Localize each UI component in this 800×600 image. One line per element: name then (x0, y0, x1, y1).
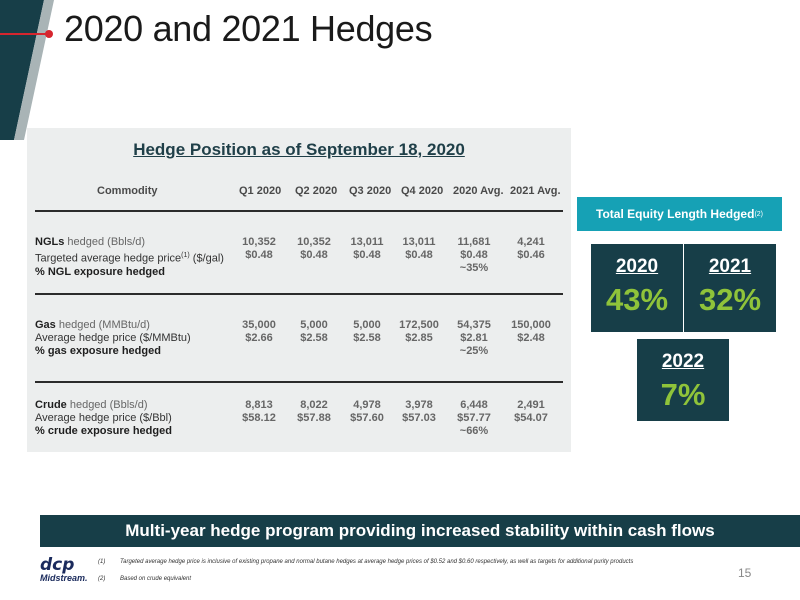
crude-q3: 4,978 $57.60 (350, 399, 384, 424)
gas-q3: 5,000 $2.58 (353, 319, 381, 344)
page-number: 15 (738, 566, 752, 580)
dcp-midstream-logo: dcp Midstream. (40, 555, 92, 588)
equity-year-2022: 2022 (661, 351, 705, 372)
header-2020-avg: 2020 Avg. (453, 185, 504, 197)
equity-year-2020: 2020 (615, 256, 659, 277)
ngl-label: NGLs hedged (Bbls/d) Targeted average he… (35, 236, 224, 278)
gas-q4: 172,500 $2.85 (399, 319, 439, 344)
header-divider (35, 210, 563, 212)
logo-wordmark: Midstream. (40, 573, 88, 583)
header-q4: Q4 2020 (401, 185, 444, 197)
table-title: Hedge Position as of September 18, 2020 (133, 140, 465, 159)
ngl-q4: 13,011 $0.48 (402, 236, 436, 261)
equity-box-2022: 2022 7% (637, 339, 729, 421)
ngl-q2: 10,352 $0.48 (297, 236, 331, 261)
crude-label: Crude hedged (Bbls/d) Average hedge pric… (35, 399, 172, 437)
header-q3: Q3 2020 (349, 185, 392, 197)
gas-q2: 5,000 $2.58 (300, 319, 328, 344)
gas-label: Gas hedged (MMBtu/d) Average hedge price… (35, 319, 191, 357)
ngl-q1: 10,352 $0.48 (242, 236, 276, 261)
equity-pct-2022: 7% (660, 377, 706, 412)
title-accent-dot (45, 30, 53, 38)
header-commodity: Commodity (97, 185, 158, 197)
ngl-divider (35, 293, 563, 295)
equity-box-2020: 2020 43% (591, 244, 683, 332)
equity-year-2021: 2021 (708, 256, 752, 277)
footnote-1: (1) Targeted average hedge price is incl… (98, 559, 634, 565)
gas-divider (35, 381, 563, 383)
crude-2020-avg: 6,448 $57.77 ~66% (457, 399, 491, 437)
summary-banner: Multi-year hedge program providing incre… (40, 515, 800, 547)
ngl-2021-avg: 4,241 $0.46 (517, 236, 545, 261)
footnote-2: (2) Based on crude equivalent (98, 576, 192, 582)
equity-hedged-header: Total Equity Length Hedged (2) (577, 197, 782, 231)
crude-q4: 3,978 $57.03 (402, 399, 436, 424)
ngl-2020-avg: 11,681 $0.48 ~35% (457, 236, 491, 274)
equity-box-2021: 2021 32% (684, 244, 776, 332)
header-q2: Q2 2020 (295, 185, 338, 197)
logo-mark: dcp (40, 555, 75, 575)
header-q1: Q1 2020 (239, 185, 282, 197)
gas-q1: 35,000 $2.66 (242, 319, 276, 344)
gas-2020-avg: 54,375 $2.81 ~25% (457, 319, 491, 357)
equity-pct-2021: 32% (698, 282, 762, 317)
equity-pct-2020: 43% (605, 282, 669, 317)
title-accent-line (0, 33, 48, 35)
crude-q2: 8,022 $57.88 (297, 399, 331, 424)
crude-2021-avg: 2,491 $54.07 (514, 399, 548, 424)
page-title: 2020 and 2021 Hedges (64, 8, 433, 49)
header-2021-avg: 2021 Avg. (510, 185, 561, 197)
ngl-q3: 13,011 $0.48 (350, 236, 384, 261)
corner-decoration (0, 0, 54, 140)
crude-q1: 8,813 $58.12 (242, 399, 276, 424)
hedge-table-panel: Hedge Position as of September 18, 2020 … (27, 128, 571, 452)
gas-2021-avg: 150,000 $2.48 (511, 319, 551, 344)
